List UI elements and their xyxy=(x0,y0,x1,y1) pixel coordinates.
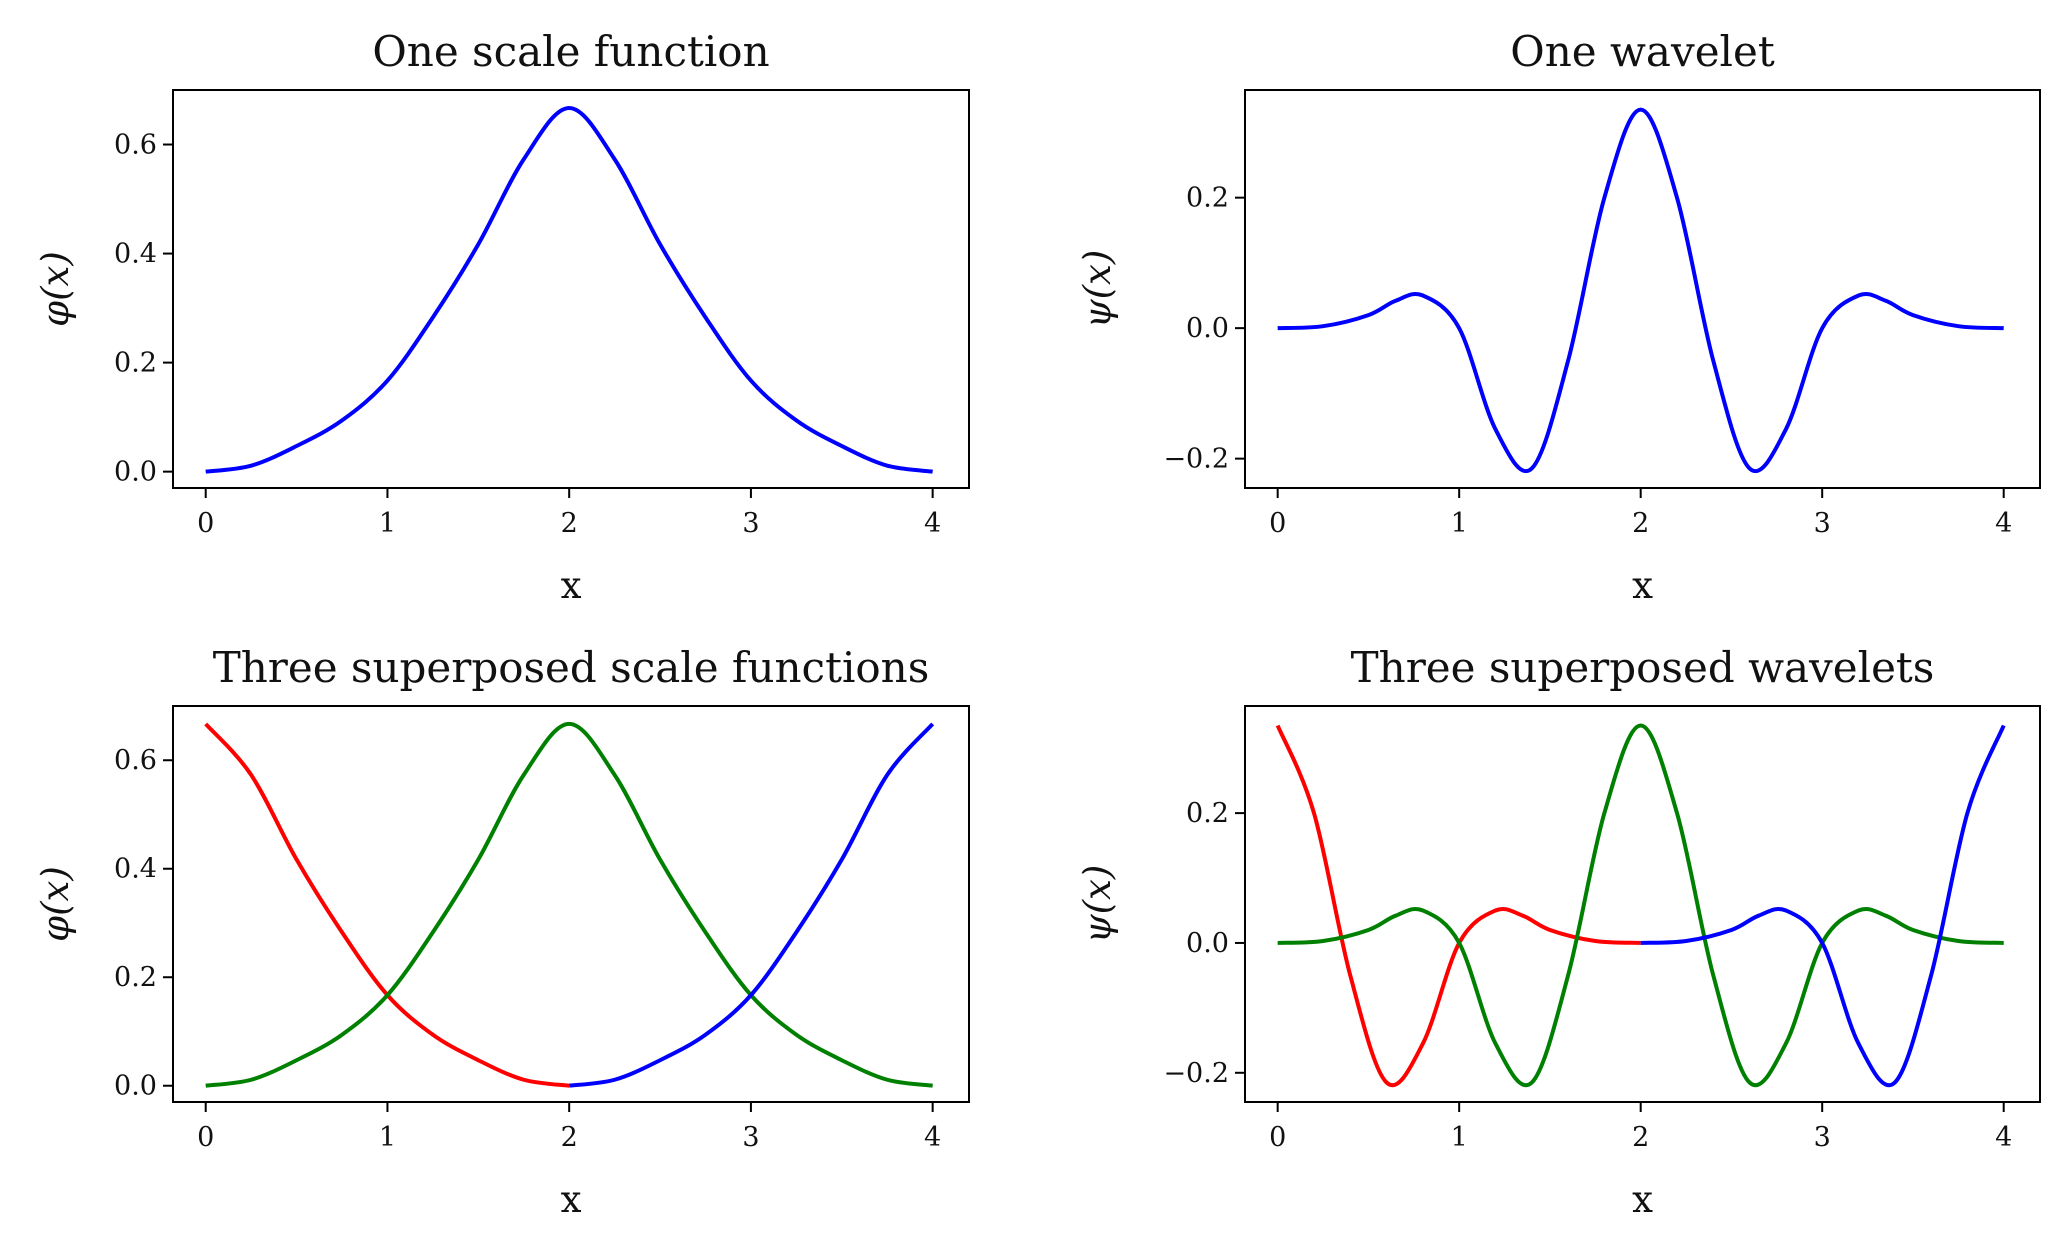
x-tick-label: 2 xyxy=(1632,1122,1649,1153)
subplot-1: 0 1 2 3 4 0.0 0.2 0.4 0.6 One scale function x φ(x) xyxy=(34,27,970,607)
x-axis-label: x xyxy=(561,564,582,607)
y-tick-label: 0.2 xyxy=(1186,183,1229,214)
x-tick-label: 4 xyxy=(924,508,941,539)
y-tick-label: 0.6 xyxy=(114,745,157,776)
x-axis-label: x xyxy=(1632,1178,1653,1221)
y-tick-label: −0.2 xyxy=(1163,444,1229,475)
x-tick-label: 0 xyxy=(1269,1122,1286,1153)
series-line-1 xyxy=(1275,724,1641,1087)
y-tick-label: 0.2 xyxy=(114,348,157,379)
y-axis-label: ψ(x) xyxy=(1076,865,1119,944)
axes-frame xyxy=(1244,89,2041,489)
plot-lines xyxy=(1277,107,2004,473)
x-tick-label: 3 xyxy=(742,508,759,539)
y-tick-label: 0.4 xyxy=(114,239,157,270)
subplot-title: One scale function xyxy=(372,27,769,76)
y-tick-label: 0.4 xyxy=(114,854,157,885)
series-line-2 xyxy=(205,721,933,1088)
y-tick-label: −0.2 xyxy=(1163,1058,1229,1089)
subplot-title: Three superposed wavelets xyxy=(1351,643,1935,692)
x-tick-label: 3 xyxy=(742,1122,759,1153)
plot-lines xyxy=(1275,723,2006,1087)
subplot-2: 0 1 2 3 4 −0.2 0.0 0.2 One wavelet x ψ(x) xyxy=(1076,27,2041,607)
x-axis-label: x xyxy=(1632,564,1653,607)
x-tick-label: 1 xyxy=(379,508,396,539)
plot-lines xyxy=(205,105,933,474)
y-axis-label: ψ(x) xyxy=(1076,250,1119,329)
axes-frame xyxy=(172,89,970,489)
x-tick-label: 3 xyxy=(1814,508,1831,539)
x-tick-label: 0 xyxy=(1269,508,1286,539)
y-tick-label: 0.0 xyxy=(1186,928,1229,959)
subplot-3: 0 1 2 3 4 0.0 0.2 0.4 0.6 Three superposed scale … xyxy=(34,643,970,1221)
y-tick-label: 0.6 xyxy=(114,130,157,161)
series-line-3 xyxy=(1640,724,2006,1087)
x-tick-label: 2 xyxy=(561,508,578,539)
y-tick-label: 0.0 xyxy=(114,1071,157,1102)
subplot-title: Three superposed scale functions xyxy=(213,643,930,692)
axes-frame xyxy=(1244,705,2041,1103)
x-tick-label: 1 xyxy=(379,1122,396,1153)
subplot-title: One wavelet xyxy=(1510,27,1775,76)
y-tick-label: 0.0 xyxy=(114,457,157,488)
x-axis-label: x xyxy=(561,1178,582,1221)
y-tick-label: 0.2 xyxy=(1186,798,1229,829)
series-line-2 xyxy=(1277,723,2004,1087)
series-line-1 xyxy=(1277,107,2004,473)
x-tick-label: 0 xyxy=(197,508,214,539)
y-axis-label: φ(x) xyxy=(34,866,77,942)
axes-frame xyxy=(172,705,970,1103)
x-tick-label: 1 xyxy=(1451,508,1468,539)
y-axis-label: φ(x) xyxy=(34,251,77,327)
x-tick-label: 0 xyxy=(197,1122,214,1153)
x-tick-label: 2 xyxy=(1632,508,1649,539)
series-line-1 xyxy=(205,105,933,474)
x-tick-label: 2 xyxy=(561,1122,578,1153)
x-tick-label: 1 xyxy=(1451,1122,1468,1153)
subplot-4: 0 1 2 3 4 −0.2 0.0 0.2 Three superposed wavelets… xyxy=(1076,643,2041,1221)
x-tick-label: 4 xyxy=(1995,508,2012,539)
plot-lines xyxy=(204,721,935,1088)
y-tick-label: 0.0 xyxy=(1186,313,1229,344)
series-line-1 xyxy=(204,722,570,1088)
y-tick-label: 0.2 xyxy=(114,962,157,993)
series-line-3 xyxy=(568,722,935,1088)
x-tick-label: 4 xyxy=(1995,1122,2012,1153)
x-tick-label: 4 xyxy=(924,1122,941,1153)
x-tick-label: 3 xyxy=(1814,1122,1831,1153)
